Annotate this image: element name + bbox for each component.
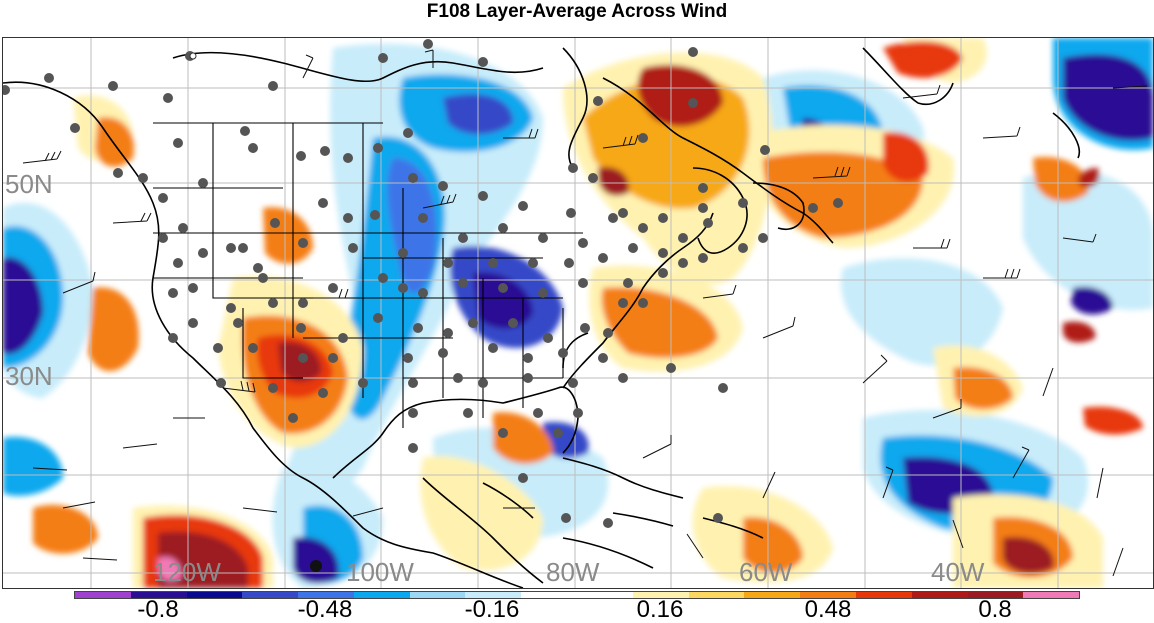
colorbar-swatch <box>967 592 1024 598</box>
lat-label-30n: 30N <box>5 361 53 391</box>
colorbar-swatch <box>130 592 187 598</box>
colorbar-tick-label: 0.48 <box>804 596 852 623</box>
colorbar-tick-label: -0.48 <box>297 596 353 623</box>
colorbar-swatch <box>242 592 299 598</box>
colorbar-swatch <box>800 592 856 598</box>
lat-label-50n: 50N <box>5 169 53 199</box>
lon-label-80w: 80W <box>546 557 600 587</box>
lon-label-60w: 60W <box>739 557 793 587</box>
map-title: F108 Layer-Average Across Wind <box>426 1 728 22</box>
colorbar-swatch <box>409 592 466 598</box>
colorbar-swatch <box>577 592 633 598</box>
colorbar-swatch <box>465 592 522 598</box>
colorbar-swatch <box>521 592 578 598</box>
lon-label-100w: 100W <box>346 557 414 587</box>
colorbar <box>74 591 1080 599</box>
station-dots <box>3 39 843 572</box>
colorbar-swatch <box>744 592 801 598</box>
colorbar-tick-label: -0.16 <box>464 596 520 623</box>
map-panel[interactable]: 50N 30N 120W 100W 80W 60W 40W <box>2 37 1154 589</box>
colorbar-swatch <box>688 592 745 598</box>
colorbar-swatch <box>75 592 131 598</box>
colorbar-swatch <box>298 592 354 598</box>
map-canvas[interactable] <box>3 38 1153 588</box>
contour-fill <box>3 38 1153 588</box>
colorbar-swatch <box>1023 592 1080 598</box>
colorbar-swatch <box>632 592 689 598</box>
wind-barbs <box>22 49 1148 577</box>
colorbar-tick-label: 0.16 <box>636 596 684 623</box>
lon-label-40w: 40W <box>931 557 985 587</box>
lon-label-120w: 120W <box>153 557 221 587</box>
colorbar-swatch <box>186 592 243 598</box>
colorbar-swatch <box>911 592 968 598</box>
colorbar-swatch <box>353 592 410 598</box>
colorbar-swatch <box>855 592 912 598</box>
colorbar-tick-label: 0.8 <box>978 596 1012 623</box>
colorbar-tick-label: -0.8 <box>137 596 179 623</box>
